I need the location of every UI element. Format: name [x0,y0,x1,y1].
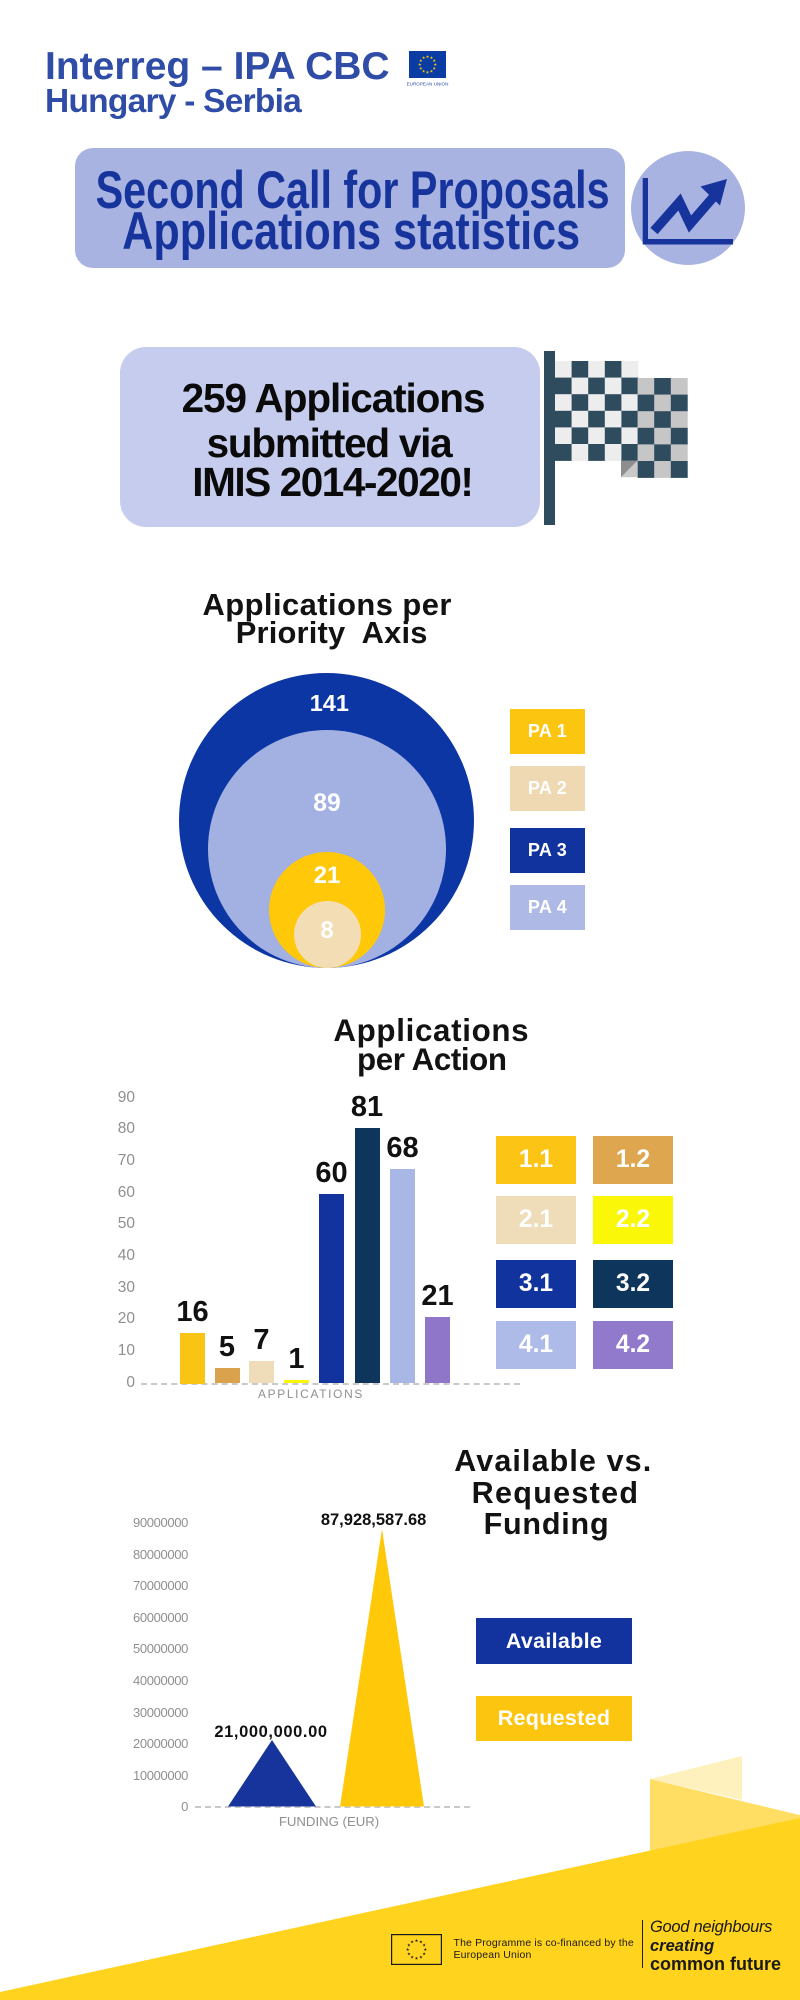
svg-text:EUROPEAN UNION: EUROPEAN UNION [407,82,449,87]
